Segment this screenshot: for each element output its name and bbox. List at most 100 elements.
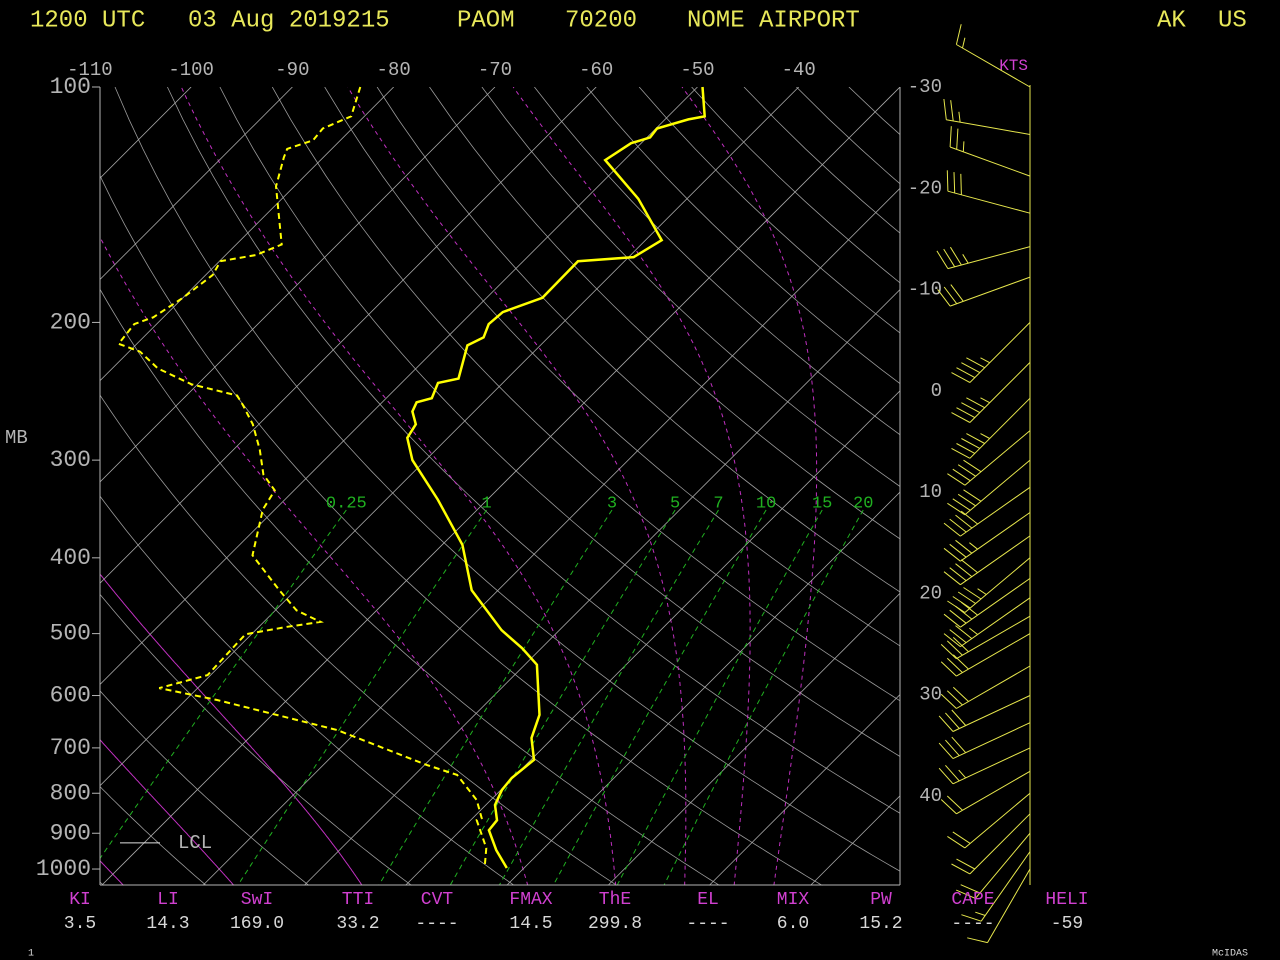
index-value: 33.2 xyxy=(336,914,379,934)
mixing-ratio-label: 7 xyxy=(713,494,723,513)
wind-barb xyxy=(938,695,1031,732)
x-tick-label: -10 xyxy=(908,279,942,301)
x-tick-label: -60 xyxy=(579,59,613,81)
y-tick-label: 900 xyxy=(50,820,91,846)
mixing-ratio-label: 1 xyxy=(481,494,491,513)
dry-adiabat xyxy=(100,495,515,886)
dry-adiabat xyxy=(219,87,900,757)
wind-barb xyxy=(946,170,1031,214)
y-tick-label: 100 xyxy=(50,74,91,100)
mixing-ratio-line xyxy=(449,509,676,886)
header-date: 03 Aug 2019215 xyxy=(188,7,390,34)
dry-adiabat xyxy=(429,87,900,540)
wind-barb xyxy=(940,615,1031,660)
temperature-line xyxy=(405,86,707,869)
mixing-ratio-label: 0.25 xyxy=(326,494,367,513)
index-label: MIX xyxy=(777,890,810,910)
x-tick-label: 40 xyxy=(919,785,942,807)
index-value: 14.3 xyxy=(146,914,189,934)
dry-adiabat xyxy=(100,593,412,886)
x-tick-label: -40 xyxy=(782,59,816,81)
wind-barb xyxy=(936,246,1031,270)
index-value: ---- xyxy=(415,914,458,934)
index-value: 14.5 xyxy=(509,914,552,934)
wind-barb xyxy=(961,851,1031,922)
foreground: -110 -100 -90 -80 -70 -60 -50 -40-30-20-1001020… xyxy=(36,24,1089,944)
isotherm xyxy=(100,87,800,787)
header-country: US xyxy=(1218,7,1247,34)
y-tick-label: 600 xyxy=(50,683,91,709)
mixing-ratio-label: 5 xyxy=(670,494,680,513)
wind-barb xyxy=(951,813,1031,875)
header-station-name: NOME AIRPORT xyxy=(687,7,860,34)
wind-barb xyxy=(967,868,1031,944)
moist-adiabat xyxy=(347,87,687,886)
index-label: ThE xyxy=(599,890,631,910)
index-label: HELI xyxy=(1045,890,1088,910)
isotherm xyxy=(100,87,698,686)
isotherm xyxy=(100,87,496,483)
isotherm xyxy=(100,87,394,382)
index-value: ---- xyxy=(686,914,729,934)
index-label: KI xyxy=(69,890,91,910)
index-label: SwI xyxy=(241,890,273,910)
x-tick-label: -30 xyxy=(908,76,942,98)
mixing-ratio-line xyxy=(100,509,347,860)
header-time: 1200 UTC xyxy=(30,7,145,34)
wind-barb xyxy=(949,126,1031,177)
index-label: CAPE xyxy=(951,890,994,910)
isotherm xyxy=(202,187,900,886)
y-tick-label: 400 xyxy=(50,545,91,571)
dry-adiabat xyxy=(324,87,900,647)
y-tick-label: 800 xyxy=(50,780,91,806)
dry-adiabat xyxy=(100,394,618,886)
isotherm xyxy=(404,390,900,886)
mixing-ratio-label: 20 xyxy=(853,494,873,513)
isotherm xyxy=(100,87,293,280)
dry-adiabat xyxy=(534,87,900,436)
wind-barb xyxy=(943,535,1031,586)
index-label: TTI xyxy=(342,890,374,910)
wind-barb xyxy=(951,362,1031,423)
wind-barb xyxy=(943,512,1031,562)
index-value: 3.5 xyxy=(64,914,96,934)
moist-adiabat xyxy=(100,236,529,886)
mixing-ratio-line xyxy=(663,509,864,886)
x-tick-label: 30 xyxy=(919,684,942,706)
wind-barb xyxy=(947,792,1031,849)
y-tick-label: 500 xyxy=(50,621,91,647)
dry-adiabat xyxy=(167,87,900,814)
y-tick-label: 200 xyxy=(50,309,91,335)
wind-barb xyxy=(943,597,1031,648)
moist-adiabat xyxy=(180,87,617,886)
isotherm xyxy=(506,491,900,886)
mixing-ratio-label: 3 xyxy=(607,494,617,513)
x-tick-label: 0 xyxy=(931,380,942,402)
dewpoint-line xyxy=(116,86,488,869)
x-tick-label: -100 xyxy=(168,59,214,81)
y-tick-label: 700 xyxy=(50,735,91,761)
moist-adiabat xyxy=(681,87,818,886)
x-tick-label: 10 xyxy=(919,481,942,503)
index-label: PW xyxy=(870,890,892,910)
x-tick-label: -70 xyxy=(478,59,512,81)
index-value: 299.8 xyxy=(588,914,642,934)
isotherm xyxy=(607,592,900,886)
wind-barb xyxy=(951,397,1031,459)
index-label: EL xyxy=(697,890,719,910)
index-label: FMAX xyxy=(509,890,552,910)
index-value: 169.0 xyxy=(230,914,284,934)
wind-barb xyxy=(940,665,1031,709)
dry-adiabat xyxy=(100,786,207,886)
wind-barb xyxy=(943,98,1031,135)
isotherm xyxy=(100,87,597,584)
moist-adiabat xyxy=(100,573,363,886)
wind-barb xyxy=(940,633,1031,677)
wind-barb xyxy=(938,722,1031,760)
wind-barb xyxy=(943,577,1031,628)
index-value: 15.2 xyxy=(859,914,902,934)
header-state: AK xyxy=(1157,7,1186,34)
wind-unit: KTS xyxy=(999,57,1028,75)
